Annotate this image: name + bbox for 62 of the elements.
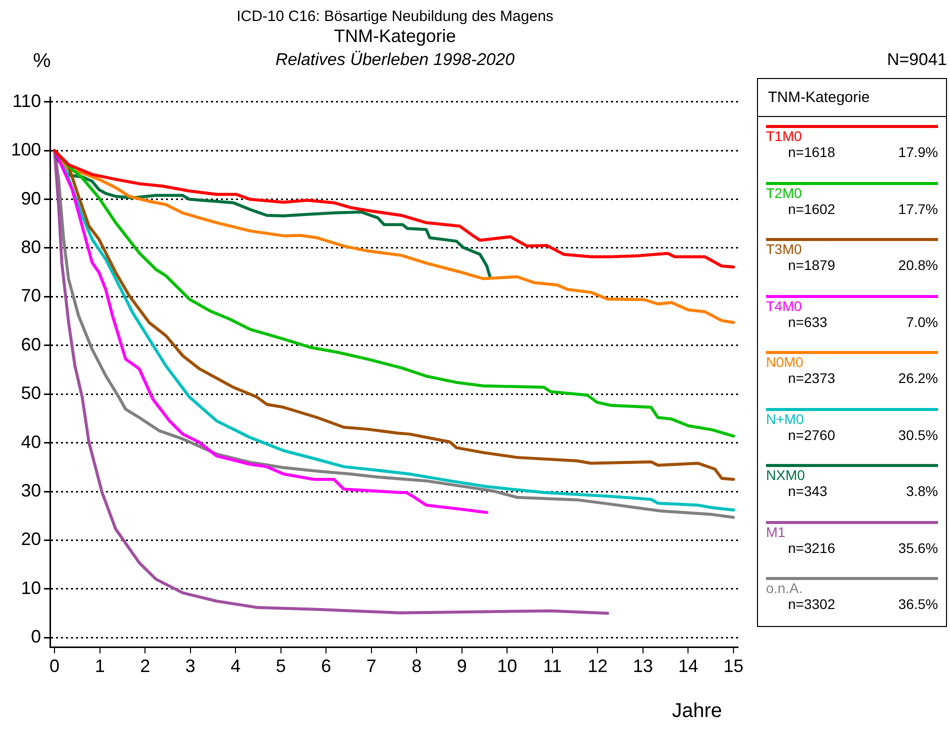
text: N=9041 [886, 50, 947, 70]
x-tick-label: 7 [366, 656, 376, 676]
text: 3.8% [906, 483, 938, 499]
text: NXM0 [766, 467, 806, 483]
y-tick-label: 60 [21, 334, 42, 354]
y-tick-label: 30 [21, 480, 42, 501]
y-axis-title: % [33, 50, 51, 73]
x-tick-label: 8 [412, 656, 422, 676]
y-tick-label: 50 [21, 383, 42, 404]
y-tick-label: 0 [31, 626, 42, 647]
text: T3M0 [766, 241, 803, 257]
text: 26.2% [898, 370, 938, 386]
text: 7.0% [906, 314, 938, 330]
x-tick-label: 2 [140, 656, 150, 676]
x-tick-label: 15 [723, 656, 744, 676]
text: 20.8% [898, 257, 938, 273]
y-tick-label: 80 [21, 236, 42, 257]
legend-title: TNM-Kategorie [758, 79, 946, 117]
text: 17.7% [898, 200, 938, 216]
text: n=3216 [788, 540, 836, 556]
y-tick-label: 70 [21, 286, 42, 306]
x-tick-label: 5 [276, 656, 286, 676]
x-tick-label: 9 [456, 656, 467, 676]
y-tick-label: 100 [10, 140, 42, 160]
x-tick-label: 13 [632, 656, 653, 676]
text: 30.5% [898, 426, 938, 442]
text: n=343 [788, 483, 828, 499]
text: 35.6% [898, 540, 938, 556]
text: T1M0 [766, 128, 803, 144]
text: n=3302 [788, 596, 836, 612]
x-axis-title: Jahre [672, 700, 722, 723]
x-tick-label: 0 [50, 656, 60, 676]
x-tick-label: 1 [94, 656, 105, 676]
chart-title: TNM-Kategorie [332, 26, 458, 47]
text: N+M0 [766, 410, 805, 426]
x-tick-label: 14 [678, 656, 698, 676]
text: n=1618 [788, 144, 836, 160]
text: n=1602 [788, 200, 836, 216]
x-tick-label: 4 [230, 656, 241, 676]
x-tick-label: 6 [321, 656, 332, 676]
y-tick-label: 20 [21, 529, 42, 550]
text: 17.9% [898, 144, 938, 160]
text: n=1879 [788, 257, 836, 273]
x-tick-label: 12 [588, 656, 608, 676]
x-tick-label: 10 [497, 656, 518, 676]
text: o.n.A. [766, 580, 804, 596]
text: ICD-10 C16: Bösartige Neubildung des Magens [236, 8, 554, 25]
text: T2M0 [766, 184, 803, 200]
text: M1 [766, 524, 786, 540]
text: n=2760 [788, 426, 836, 442]
y-tick-label: 90 [21, 188, 42, 208]
y-tick-label: 110 [12, 90, 42, 111]
y-tick-label: 10 [21, 578, 42, 598]
chart-subtitle: Relatives Überleben 1998-2020 [274, 50, 516, 70]
y-tick-label: 40 [21, 432, 42, 452]
text: 36.5% [898, 596, 938, 612]
text: n=2373 [788, 370, 836, 386]
x-tick-label: 11 [543, 656, 562, 676]
text: T4M0 [766, 298, 803, 314]
text: n=633 [788, 314, 828, 330]
text: N0M0 [766, 354, 804, 370]
x-tick-label: 3 [185, 656, 196, 676]
